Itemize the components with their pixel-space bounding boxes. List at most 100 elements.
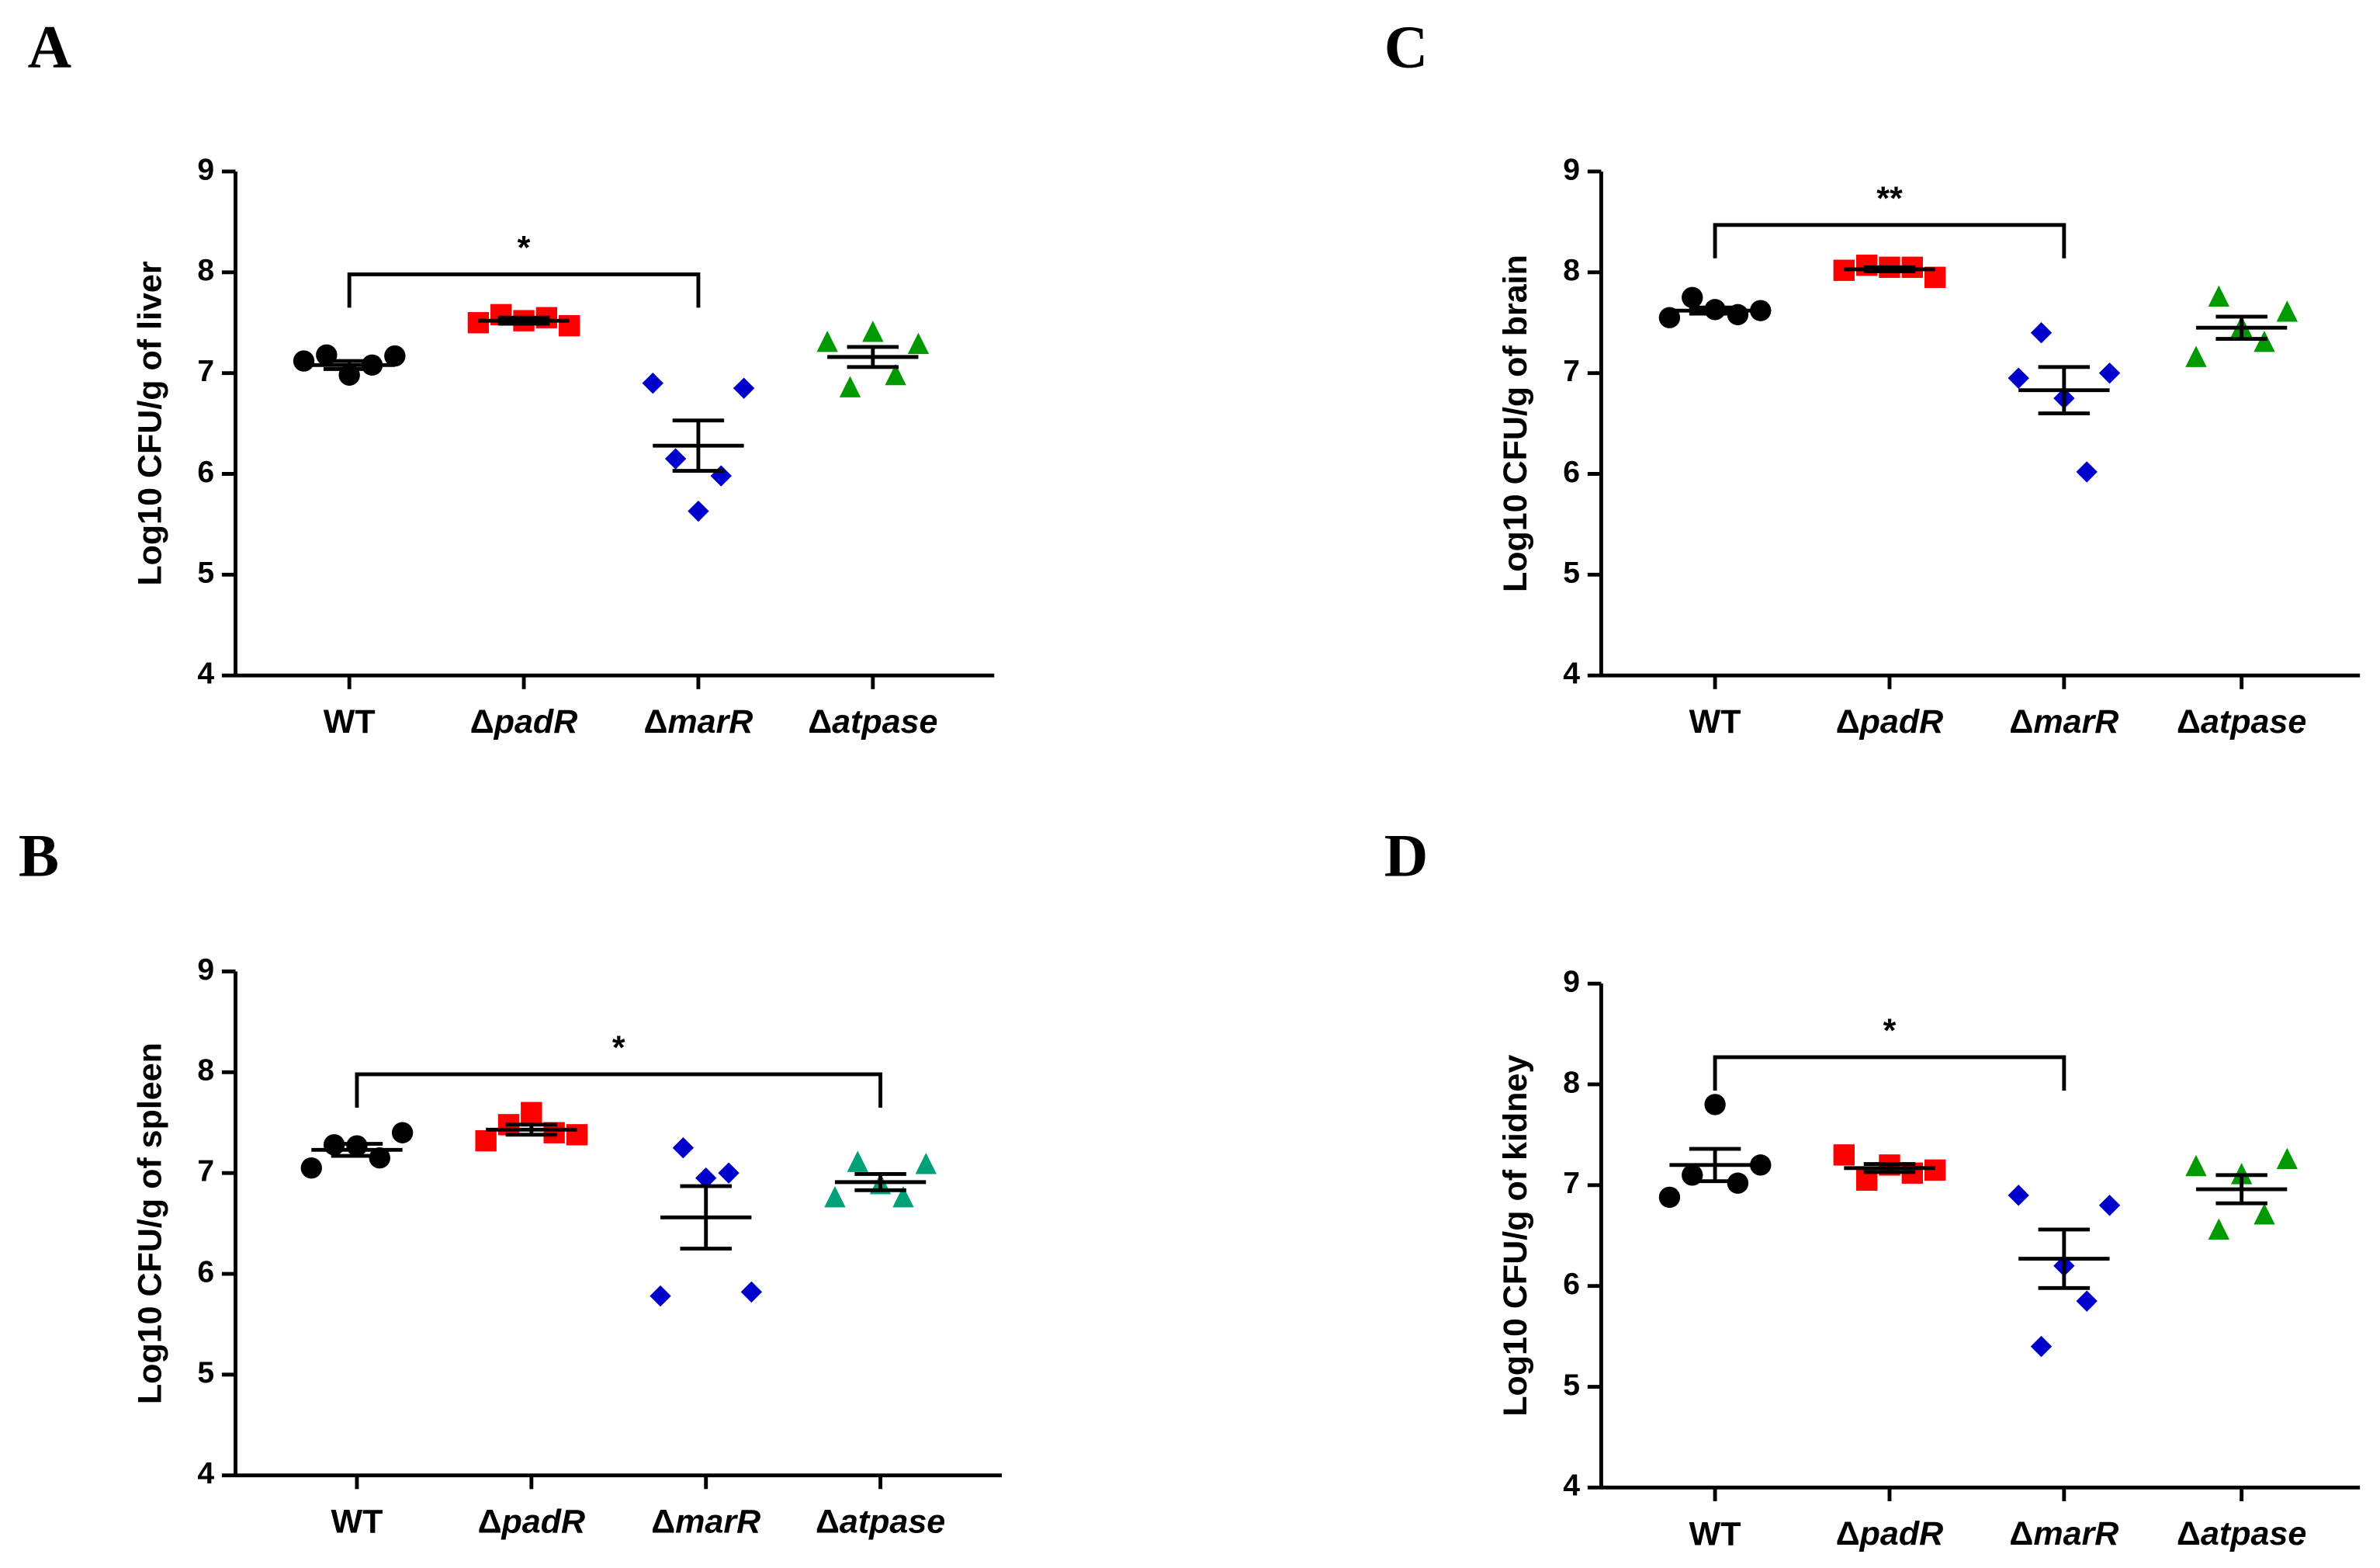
- significance-label: *: [518, 229, 531, 266]
- x-tick-label: Δatpase: [808, 703, 937, 741]
- data-point: [672, 1137, 695, 1159]
- y-tick-label: 7: [1563, 1167, 1580, 1200]
- data-point: [566, 1124, 588, 1146]
- x-tick-label: ΔmarR: [2009, 1515, 2118, 1552]
- data-point: [642, 372, 663, 394]
- data-point: [2098, 362, 2121, 384]
- data-point: [816, 331, 838, 352]
- data-point: [384, 345, 406, 367]
- data-point: [1924, 1159, 1946, 1181]
- data-point: [733, 377, 755, 399]
- x-tick-label: WT: [324, 703, 376, 741]
- panel-label: C: [1384, 12, 1428, 80]
- y-tick-label: 6: [197, 1255, 214, 1289]
- y-tick-label: 7: [197, 355, 214, 388]
- data-point: [664, 448, 687, 470]
- significance-bracket: [1713, 1055, 2066, 1091]
- data-point: [2076, 461, 2098, 483]
- significance-bracket: [355, 1072, 883, 1108]
- y-tick-label: 5: [197, 557, 214, 590]
- data-point: [2276, 1147, 2298, 1170]
- data-point: [1682, 286, 1703, 308]
- data-point: [521, 1101, 542, 1123]
- data-point: [718, 1162, 740, 1184]
- data-point: [885, 363, 906, 386]
- y-tick-label: 4: [1563, 657, 1580, 691]
- y-tick-label: 4: [197, 1457, 214, 1490]
- y-tick-label: 8: [197, 1054, 214, 1088]
- data-point: [824, 1186, 846, 1208]
- y-tick-label: 6: [1563, 456, 1580, 489]
- y-axis-label: Log10 CFU/g of spleen: [131, 1042, 168, 1404]
- y-tick-label: 5: [1563, 1369, 1580, 1402]
- data-point: [559, 314, 580, 337]
- y-tick-label: 8: [1563, 1066, 1580, 1099]
- data-point: [369, 1147, 390, 1169]
- data-point: [467, 312, 490, 334]
- data-point: [2208, 285, 2229, 307]
- x-tick-label: ΔpadR: [470, 703, 577, 741]
- data-point: [2276, 300, 2298, 322]
- y-tick-label: 9: [1563, 965, 1580, 998]
- data-point: [1704, 1094, 1726, 1115]
- panel-label: B: [19, 822, 59, 890]
- data-point: [847, 1150, 868, 1172]
- data-point: [2254, 331, 2275, 352]
- data-point: [293, 350, 315, 372]
- x-tick-label: WT: [331, 1504, 383, 1541]
- y-tick-label: 9: [197, 153, 214, 186]
- y-tick-label: 7: [197, 1155, 214, 1188]
- data-point: [1658, 1186, 1681, 1209]
- data-point: [2030, 1335, 2053, 1358]
- significance-label: *: [612, 1029, 625, 1067]
- significance-bracket: [347, 272, 701, 308]
- x-tick-label: WT: [1689, 703, 1741, 741]
- y-axis-label: Log10 CFU/g of kidney: [1497, 1055, 1534, 1417]
- panel-label: A: [28, 12, 71, 80]
- data-point: [1833, 1144, 1855, 1166]
- data-point: [688, 500, 709, 522]
- y-tick-label: 6: [1563, 1268, 1580, 1301]
- x-tick-label: ΔmarR: [643, 703, 753, 741]
- significance-label: **: [1876, 180, 1903, 217]
- x-tick-label: ΔmarR: [651, 1504, 760, 1541]
- y-tick-label: 5: [1563, 557, 1580, 590]
- data-point: [907, 332, 930, 355]
- data-point: [391, 1122, 414, 1143]
- x-tick-label: Δatpase: [2177, 1515, 2306, 1552]
- y-tick-label: 6: [197, 456, 214, 489]
- data-point: [839, 376, 861, 397]
- y-tick-label: 4: [197, 657, 214, 691]
- data-point: [475, 1129, 497, 1152]
- data-point: [2008, 367, 2029, 389]
- data-point: [300, 1157, 322, 1179]
- data-point: [2185, 1154, 2207, 1177]
- data-point: [650, 1285, 671, 1307]
- x-tick-label: ΔpadR: [478, 1504, 585, 1541]
- data-point: [2030, 322, 2053, 344]
- y-tick-label: 9: [1563, 153, 1580, 186]
- data-point: [892, 1186, 914, 1208]
- data-point: [915, 1153, 937, 1174]
- x-tick-label: ΔmarR: [2009, 703, 2118, 741]
- y-tick-label: 8: [1563, 254, 1580, 287]
- x-tick-label: WT: [1689, 1515, 1741, 1552]
- y-tick-label: 9: [197, 953, 214, 987]
- data-point: [2076, 1290, 2098, 1312]
- data-point: [2254, 1203, 2275, 1225]
- panel-label: D: [1384, 822, 1428, 890]
- data-point: [2208, 1218, 2229, 1240]
- x-tick-label: ΔpadR: [1836, 703, 1943, 741]
- y-tick-label: 7: [1563, 355, 1580, 388]
- data-point: [710, 465, 732, 487]
- y-tick-label: 5: [197, 1356, 214, 1389]
- x-tick-label: Δatpase: [2177, 703, 2306, 741]
- significance-label: *: [1883, 1012, 1897, 1049]
- data-point: [740, 1281, 763, 1303]
- y-tick-label: 4: [1563, 1469, 1580, 1503]
- y-axis-label: Log10 CFU/g of liver: [131, 261, 168, 586]
- data-point: [2185, 345, 2207, 367]
- x-tick-label: Δatpase: [816, 1504, 945, 1541]
- data-point: [1727, 1172, 1749, 1194]
- significance-bracket: [1713, 223, 2066, 258]
